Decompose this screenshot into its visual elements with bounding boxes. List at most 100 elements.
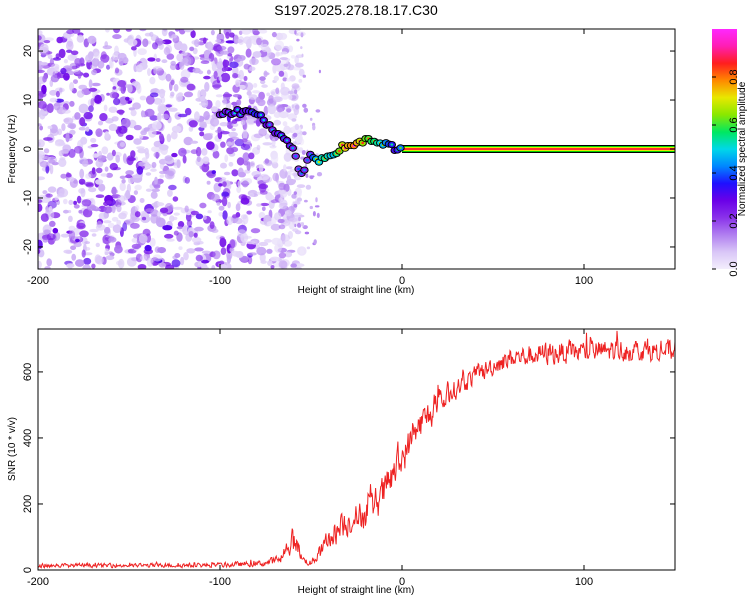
noise-blob	[211, 265, 216, 269]
noise-blob	[158, 262, 166, 268]
noise-blob	[285, 78, 292, 82]
noise-blob	[261, 43, 270, 53]
noise-blob	[54, 196, 59, 201]
noise-blob	[213, 70, 218, 80]
noise-blob	[43, 40, 51, 44]
noise-blob	[112, 86, 117, 90]
noise-blob	[53, 102, 61, 111]
noise-blob	[42, 156, 52, 160]
noise-blob	[182, 225, 191, 236]
noise-blob	[301, 53, 304, 58]
noise-blob	[117, 195, 126, 203]
noise-blob	[73, 204, 80, 209]
noise-blob	[111, 116, 119, 122]
noise-blob	[78, 209, 83, 214]
noise-blob	[92, 153, 99, 158]
noise-blob	[246, 210, 252, 215]
noise-blob	[71, 253, 77, 261]
noise-blob	[294, 266, 302, 269]
track-blob-core	[306, 159, 309, 162]
noise-blob	[134, 184, 142, 191]
noise-blob	[287, 45, 294, 53]
noise-blob	[95, 179, 104, 185]
noise-blob	[38, 90, 44, 100]
noise-blob	[38, 100, 47, 109]
noise-blob	[82, 160, 89, 167]
track-blob-core	[291, 146, 295, 150]
noise-blob	[140, 255, 148, 261]
noise-blob	[155, 58, 161, 62]
y-tick-label: 0	[22, 567, 34, 573]
noise-blob	[242, 214, 249, 225]
noise-blob	[139, 95, 147, 101]
noise-blob	[209, 221, 215, 230]
noise-blob	[85, 126, 90, 132]
noise-blob	[276, 104, 284, 113]
noise-blob	[78, 84, 87, 90]
noise-blob	[172, 196, 179, 202]
noise-blob	[294, 89, 298, 94]
noise-blob	[314, 205, 320, 208]
noise-blob	[91, 233, 97, 237]
noise-blob	[246, 90, 252, 96]
noise-blob	[58, 142, 66, 146]
noise-blob	[49, 128, 59, 136]
noise-blob	[98, 183, 106, 192]
noise-blob	[59, 87, 63, 93]
noise-blob	[235, 251, 244, 258]
noise-blob	[90, 137, 97, 143]
snr-y-ticks: 0 200 400 600	[22, 363, 675, 573]
noise-blob	[179, 29, 186, 35]
noise-blob	[155, 40, 166, 44]
noise-blob	[220, 50, 230, 55]
noise-blob	[249, 161, 256, 168]
noise-blob	[75, 238, 80, 243]
noise-blob	[108, 123, 118, 131]
noise-blob	[106, 92, 110, 96]
noise-blob	[200, 60, 210, 64]
noise-blob	[143, 163, 150, 167]
noise-blob	[271, 161, 279, 169]
noise-blob	[45, 165, 50, 174]
noise-blob	[153, 97, 163, 105]
noise-blob	[212, 250, 221, 260]
noise-blob	[300, 46, 303, 50]
noise-blob	[63, 59, 68, 64]
noise-blob	[48, 159, 56, 164]
noise-blob	[237, 229, 247, 238]
noise-blob	[153, 68, 158, 75]
spectrogram-carrier-line	[402, 145, 675, 153]
noise-blob	[90, 97, 95, 107]
noise-blob	[157, 149, 163, 153]
noise-blob	[206, 69, 211, 75]
noise-blob	[186, 211, 192, 216]
noise-blob	[165, 104, 172, 108]
noise-blob	[152, 121, 162, 131]
noise-blob	[90, 143, 99, 148]
noise-blob	[219, 264, 227, 269]
noise-blob	[258, 164, 264, 172]
noise-blob	[215, 100, 221, 108]
noise-blob	[56, 72, 62, 79]
noise-blob	[292, 66, 301, 71]
noise-blob	[266, 221, 274, 226]
noise-blob	[125, 174, 132, 179]
noise-blob	[287, 90, 294, 95]
noise-blob	[184, 205, 189, 213]
noise-blob	[133, 124, 142, 131]
noise-blob	[249, 192, 255, 198]
noise-blob	[104, 226, 111, 234]
noise-blob	[278, 32, 288, 40]
noise-blob	[298, 147, 304, 153]
noise-blob	[293, 191, 297, 196]
noise-blob	[85, 173, 92, 179]
noise-blob	[291, 179, 296, 183]
noise-blob	[38, 199, 43, 203]
noise-blob	[294, 123, 300, 131]
noise-blob	[127, 38, 138, 47]
y-tick-label: 200	[22, 495, 34, 513]
noise-blob	[88, 187, 97, 193]
noise-blob	[149, 237, 156, 247]
noise-blob	[285, 166, 293, 170]
track-blob-core	[399, 146, 402, 150]
